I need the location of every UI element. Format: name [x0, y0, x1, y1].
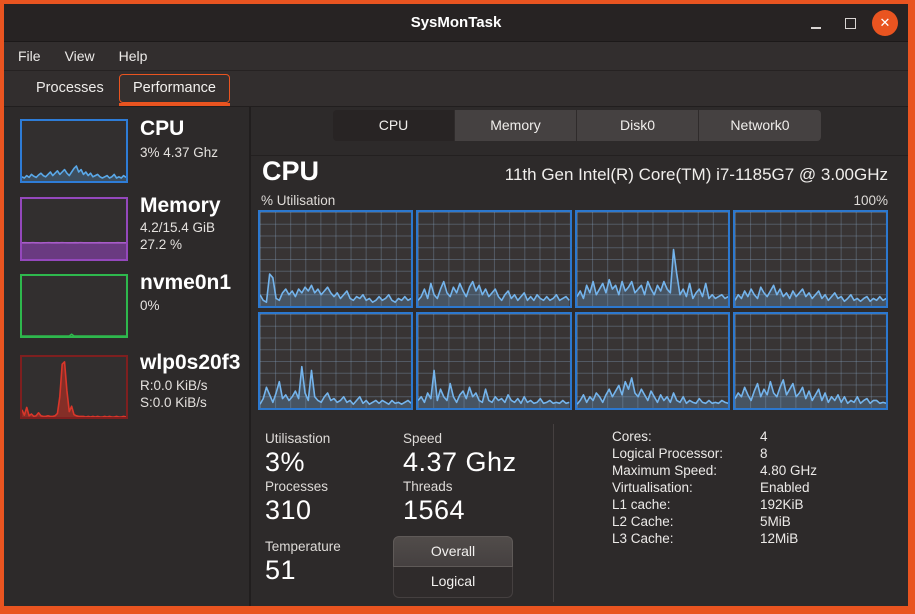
speed-label: Speed — [403, 431, 443, 446]
core-graph-8 — [732, 312, 888, 410]
sidebar-separator — [249, 107, 251, 606]
sidebar-disk-line1: 0% — [140, 298, 160, 313]
menu-bar: File View Help — [4, 42, 908, 71]
minimize-button[interactable] — [804, 4, 828, 42]
core-graph-5 — [258, 312, 414, 410]
info-row: L2 Cache: 5MiB — [612, 514, 791, 529]
title-bar: SysMonTask ✕ — [4, 4, 908, 42]
minimize-icon — [811, 27, 821, 29]
logical-button[interactable]: Logical — [393, 567, 513, 598]
sidebar-cpu-title[interactable]: CPU — [140, 117, 185, 140]
menu-view[interactable]: View — [64, 48, 95, 64]
device-tab-disk0[interactable]: Disk0 — [577, 110, 699, 141]
core-graph-3 — [574, 210, 730, 308]
sidebar-disk-title[interactable]: nvme0n1 — [140, 271, 232, 294]
info-row: Virtualisation: Enabled — [612, 480, 810, 495]
sidebar-memory-title[interactable]: Memory — [140, 194, 221, 217]
info-row: L3 Cache: 12MiB — [612, 531, 799, 546]
processes-value: 310 — [265, 495, 312, 525]
page-tab-bar: Processes Performance — [4, 71, 908, 107]
graph-y-max-label: 100% — [853, 193, 888, 208]
info-row: Cores: 4 — [612, 429, 768, 444]
sidebar-item-network-graph[interactable] — [20, 355, 128, 419]
maximize-icon — [844, 17, 856, 29]
info-row: Logical Processor: 8 — [612, 446, 768, 461]
core-graph-1 — [258, 210, 414, 308]
sidebar: CPU 3% 4.37 Ghz Memory 4.2/15.4 GiB 27.2… — [4, 107, 249, 606]
speed-value: 4.37 Ghz — [403, 447, 517, 477]
sidebar-memory-line2: 27.2 % — [140, 237, 183, 252]
device-tab-cpu[interactable]: CPU — [333, 110, 455, 141]
cpu-model-name: 11th Gen Intel(R) Core(TM) i7-1185G7 @ 3… — [504, 165, 888, 184]
processes-label: Processes — [265, 479, 329, 494]
temperature-label: Temperature — [265, 539, 341, 554]
stats-separator — [553, 424, 554, 602]
close-icon: ✕ — [872, 10, 898, 36]
device-tab-memory[interactable]: Memory — [455, 110, 577, 141]
sidebar-network-title[interactable]: wlp0s20f3 — [140, 351, 241, 374]
info-row: Maximum Speed: 4.80 GHz — [612, 463, 818, 478]
temperature-value: 51 — [265, 555, 297, 585]
menu-help[interactable]: Help — [118, 48, 148, 64]
core-graph-7 — [574, 312, 730, 410]
overall-button[interactable]: Overall — [393, 536, 513, 567]
utilisation-label: Utilisastion — [265, 431, 331, 446]
sidebar-memory-line1: 4.2/15.4 GiB — [140, 220, 216, 235]
tab-performance-underline — [119, 103, 230, 106]
core-graph-2 — [416, 210, 572, 308]
sidebar-network-line2: S:0.0 KiB/s — [140, 395, 207, 410]
threads-label: Threads — [403, 479, 453, 494]
graph-y-label: % Utilisation — [261, 193, 336, 208]
sidebar-item-cpu-graph[interactable] — [20, 119, 128, 183]
cpu-info-table: Cores: 4 Logical Processor: 8 Maximum Spee… — [612, 429, 892, 548]
tab-performance[interactable]: Performance — [119, 74, 230, 103]
threads-value: 1564 — [403, 495, 466, 525]
tab-processes[interactable]: Processes — [36, 80, 104, 96]
info-row: L1 cache: 192KiB — [612, 497, 804, 512]
core-graph-4 — [732, 210, 888, 308]
core-graph-6 — [416, 312, 572, 410]
sidebar-cpu-sub: 3% 4.37 Ghz — [140, 145, 219, 160]
utilisation-value: 3% — [265, 447, 306, 477]
header-separator — [251, 155, 908, 156]
device-tab-strip: CPU Memory Disk0 Network0 — [333, 110, 821, 141]
window-title: SysMonTask — [410, 14, 502, 31]
close-button[interactable]: ✕ — [870, 4, 900, 42]
page-title: CPU — [262, 156, 320, 186]
device-tab-network0[interactable]: Network0 — [699, 110, 821, 141]
sidebar-network-line1: R:0.0 KiB/s — [140, 378, 208, 393]
sidebar-item-memory-graph[interactable] — [20, 197, 128, 261]
sidebar-item-disk-graph[interactable] — [20, 274, 128, 338]
menu-file[interactable]: File — [18, 48, 41, 64]
core-graph-grid — [258, 210, 888, 410]
maximize-button[interactable] — [838, 4, 862, 42]
